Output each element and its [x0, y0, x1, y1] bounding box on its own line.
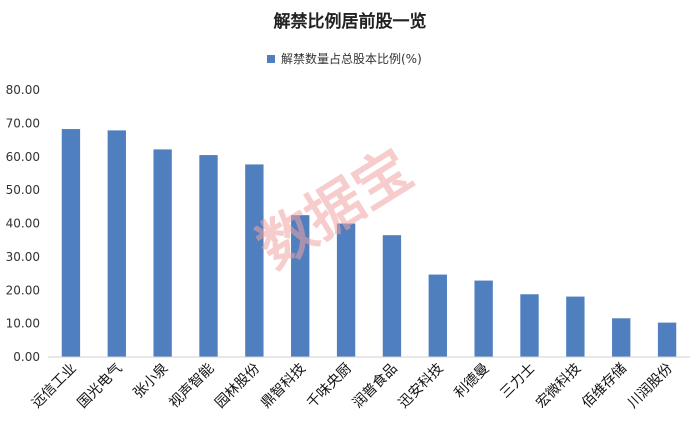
y-tick-label: 50.00 — [6, 183, 40, 197]
y-tick-label: 60.00 — [6, 150, 40, 164]
x-tick-label: 三力士 — [497, 361, 538, 402]
bar — [428, 274, 447, 357]
x-tick-label: 张小泉 — [130, 360, 172, 402]
bar — [245, 164, 264, 357]
chart-title: 解禁比例居前股一览 — [274, 11, 427, 32]
legend-label: 解禁数量占总股本比例(%) — [281, 51, 422, 66]
legend: 解禁数量占总股本比例(%) — [267, 51, 422, 66]
y-tick-label: 10.00 — [6, 317, 40, 331]
bar — [382, 235, 402, 357]
bars — [61, 129, 677, 357]
x-tick-label: 远信工业 — [29, 361, 80, 412]
x-tick-label: 鼎智科技 — [258, 361, 309, 412]
bar — [657, 322, 677, 357]
x-tick-label: 润普食品 — [349, 360, 401, 412]
bar — [612, 318, 631, 357]
bar — [199, 155, 218, 357]
x-tick-label: 园林股份 — [212, 361, 263, 412]
y-tick-label: 80.00 — [6, 83, 40, 97]
y-tick-label: 40.00 — [6, 217, 40, 231]
x-tick-label: 佰维存储 — [579, 361, 630, 412]
y-tick-label: 30.00 — [6, 250, 40, 264]
x-tick-label: 迅安科技 — [396, 361, 447, 412]
x-tick-label: 宏微科技 — [533, 361, 584, 412]
bar — [336, 223, 356, 357]
x-tick-label: 视声智能 — [166, 361, 217, 412]
bar — [520, 294, 539, 357]
y-tick-label: 20.00 — [6, 283, 40, 297]
x-tick-label: 川润股份 — [625, 361, 676, 412]
bar — [107, 130, 126, 357]
x-tick-label: 千味央厨 — [304, 361, 355, 412]
bar — [153, 149, 172, 357]
bar — [61, 129, 81, 357]
x-tick-label: 国光电气 — [75, 361, 126, 412]
x-tick-label: 利德曼 — [451, 361, 492, 402]
bar — [291, 215, 310, 357]
y-tick-label: 0.00 — [13, 350, 40, 364]
bar — [566, 296, 585, 357]
y-axis: 0.00 10.00 20.00 30.00 40.00 50.00 60.00 70.00 8… — [6, 83, 40, 364]
legend-swatch — [267, 55, 275, 63]
y-tick-label: 70.00 — [6, 116, 40, 130]
bar — [474, 280, 493, 357]
